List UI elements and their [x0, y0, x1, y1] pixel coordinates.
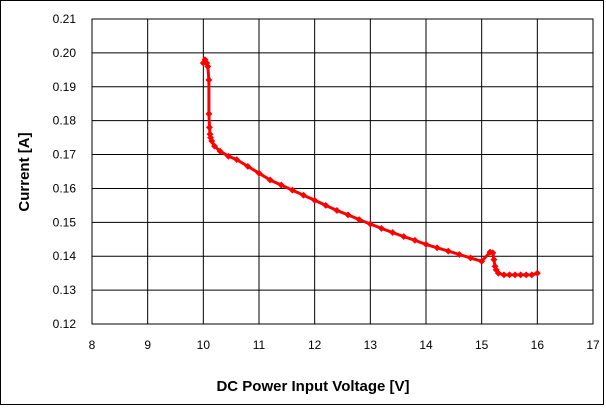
data-point: [204, 62, 212, 70]
data-point: [299, 191, 308, 199]
data-point: [533, 269, 541, 277]
x-tick-label: 12: [308, 338, 322, 352]
y-tick-label: 0.19: [53, 80, 77, 94]
data-point: [208, 137, 216, 145]
data-point: [433, 244, 441, 252]
data-point: [210, 142, 219, 150]
x-tick-label: 16: [531, 338, 545, 352]
data-point: [489, 249, 497, 257]
data-point: [205, 123, 214, 131]
grid-group: [91, 18, 594, 325]
data-point: [205, 76, 213, 84]
x-tick-label: 17: [586, 338, 600, 352]
x-axis-title: DC Power Input Voltage [V]: [216, 378, 409, 395]
x-tick-label: 13: [364, 338, 378, 352]
x-tick-labels: 8 9 10 11 12 13 14 15 16 17: [89, 338, 600, 352]
data-point: [422, 240, 430, 248]
data-point: [255, 169, 263, 177]
x-tick-label: 11: [253, 338, 266, 352]
y-tick-label: 0.12: [53, 317, 77, 331]
y-tick-label: 0.20: [53, 46, 77, 60]
data-point: [311, 196, 319, 204]
data-point: [400, 233, 408, 241]
y-tick-label: 0.16: [53, 181, 77, 195]
y-tick-label: 0.14: [53, 249, 77, 263]
data-point: [288, 186, 296, 194]
data-point: [478, 257, 486, 265]
data-point: [522, 271, 530, 279]
data-point: [511, 271, 519, 279]
data-point: [500, 271, 508, 279]
data-point: [505, 271, 514, 279]
data-point: [266, 176, 274, 184]
y-tick-label: 0.21: [53, 12, 77, 26]
y-tick-label: 0.15: [53, 215, 77, 229]
data-point: [355, 216, 363, 224]
data-point: [377, 224, 386, 232]
data-point: [322, 201, 330, 209]
x-tick-label: 8: [89, 338, 96, 352]
data-point: [444, 247, 452, 255]
plot-border: [91, 18, 594, 325]
data-point: [490, 256, 498, 264]
data-point: [244, 162, 252, 170]
data-point: [344, 211, 352, 219]
data-point: [224, 152, 232, 160]
data-point: [333, 206, 341, 215]
data-point: [205, 110, 213, 118]
x-tick-label: 14: [419, 338, 433, 352]
data-point: [216, 147, 224, 155]
data-point: [455, 250, 463, 259]
data-point: [411, 236, 419, 244]
data-point: [366, 220, 374, 228]
data-point: [517, 271, 525, 279]
y-tick-labels: 0.12 0.13 0.14 0.15 0.16 0.17 0.18 0.19 0.20 0.21: [53, 12, 77, 331]
x-tick-label: 15: [475, 338, 489, 352]
data-point: [528, 271, 536, 279]
series-group: [199, 56, 541, 279]
data-point: [233, 156, 241, 164]
y-tick-label: 0.13: [53, 283, 77, 297]
y-axis-title: Current [A]: [16, 132, 33, 211]
data-point: [389, 228, 397, 237]
data-point: [466, 254, 475, 262]
data-point: [494, 269, 502, 277]
data-point: [277, 181, 285, 189]
y-tick-label: 0.17: [53, 148, 77, 162]
y-tick-label: 0.18: [53, 114, 77, 128]
x-tick-label: 9: [144, 338, 151, 352]
plot-area-group: [92, 19, 593, 324]
x-tick-label: 10: [197, 338, 211, 352]
plot-area: [92, 19, 593, 324]
